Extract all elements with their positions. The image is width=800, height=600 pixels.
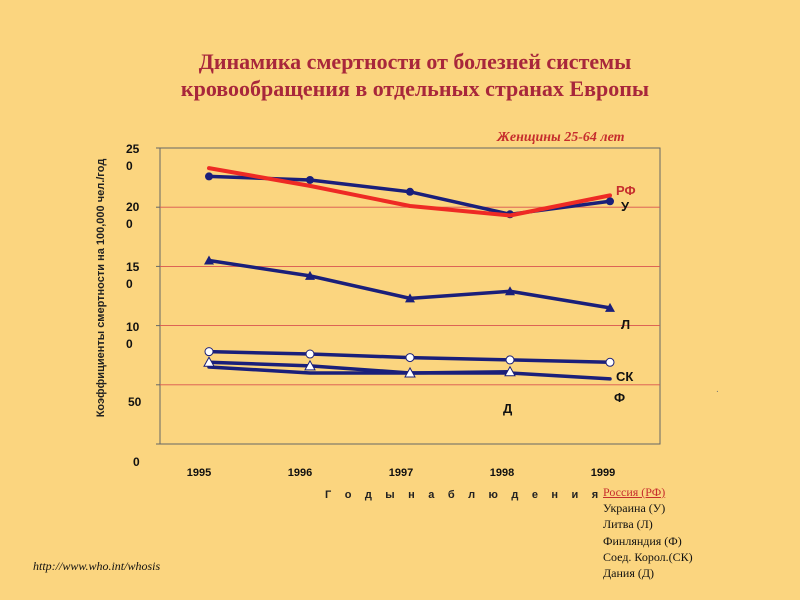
legend-item-finland: Финляндия (Ф): [603, 533, 682, 548]
data-point: [203, 356, 215, 367]
series-label-lithuania: Л: [621, 317, 631, 332]
series-line: [207, 360, 512, 375]
x-tick-label: 1999: [590, 467, 616, 479]
y-tick-label: 25 0: [126, 142, 140, 173]
series-label-denmark: Д: [503, 401, 513, 416]
series-label-finland: Ф: [614, 390, 626, 405]
series-label-ukraine: У: [621, 199, 630, 214]
title-line-2: кровообращения в отдельных странах Европ…: [180, 76, 650, 101]
data-point: [406, 187, 414, 196]
x-axis-label: Г о д ы н а б л ю д е н и я: [325, 489, 604, 501]
legend-item-denmark: Дания (Д): [603, 566, 655, 581]
data-point: [306, 175, 314, 184]
data-point: [405, 353, 415, 363]
x-tick-label: 1995: [186, 467, 212, 479]
data-point: [205, 172, 213, 181]
data-point: [204, 255, 214, 265]
y-tick-label: 50: [128, 395, 142, 409]
data-point: [405, 293, 415, 303]
y-tick-label: 10 0: [126, 320, 140, 351]
data-point: [606, 197, 614, 206]
legend-item-lithuania: Литва (Л): [603, 517, 653, 532]
data-point: [204, 347, 214, 357]
y-axis-label: Коэффициенты смертности на 100,000 чел./…: [95, 158, 107, 418]
data-point: [505, 355, 515, 365]
y-tick-label: 15 0: [126, 260, 140, 291]
series-label-uk: СК: [616, 369, 634, 384]
x-tick-label: 1997: [388, 467, 414, 479]
legend-item-ukraine: Украина (У): [603, 501, 666, 516]
data-point: [304, 359, 316, 371]
data-point: [505, 286, 515, 296]
legend-item-uk: Соед. Корол.(СК): [603, 549, 693, 564]
chart-subtitle: Женщины 25-64 лет: [497, 130, 625, 145]
stray-mark: .: [716, 384, 719, 395]
data-point: [305, 270, 315, 280]
series-line: [207, 166, 612, 218]
x-tick-label: 1996: [287, 467, 313, 479]
data-point: [305, 349, 315, 359]
chart-title: Динамика смертности от болезней системы …: [0, 48, 800, 102]
data-point: [605, 302, 615, 312]
data-point: [504, 365, 516, 377]
data-point: [605, 357, 615, 367]
series-label-russia: РФ: [616, 183, 636, 198]
y-tick-label: 0: [133, 455, 140, 469]
source-link[interactable]: http://www.who.int/whosis: [33, 559, 161, 573]
legend-item-russia[interactable]: Россия (РФ): [603, 485, 666, 499]
title-line-1: Динамика смертности от болезней системы: [198, 49, 632, 74]
data-point: [404, 366, 416, 378]
x-tick-label: 1998: [489, 467, 515, 479]
legend: Россия (РФ) Украина (У) Литва (Л) Финлян…: [603, 484, 693, 581]
y-tick-label: 20 0: [126, 200, 140, 231]
